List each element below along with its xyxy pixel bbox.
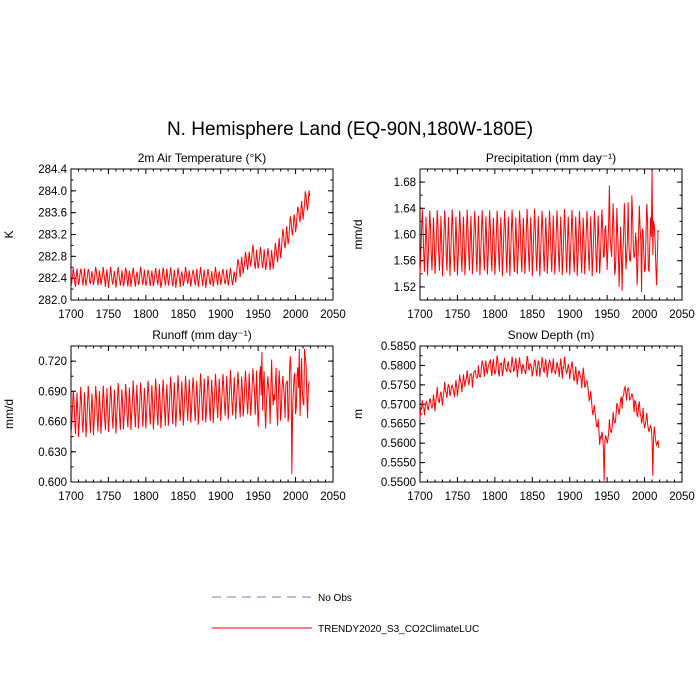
x-tick-label: 2000 xyxy=(632,491,658,503)
y-tick-label: 0.690 xyxy=(38,386,67,398)
y-axis-label: mm/d xyxy=(351,220,365,250)
y-tick-label: 0.720 xyxy=(38,356,67,368)
y-tick-label: 0.5800 xyxy=(381,360,416,372)
x-tick-label: 1950 xyxy=(245,309,271,321)
y-tick-label: 282.4 xyxy=(38,273,67,285)
x-tick-label: 1950 xyxy=(594,491,620,503)
x-tick-label: 1800 xyxy=(133,309,159,321)
x-tick-label: 1800 xyxy=(482,491,508,503)
x-tick-label: 2000 xyxy=(283,309,309,321)
y-tick-label: 284.0 xyxy=(38,186,67,198)
panels: 2m Air Temperature (°K) K 1700 1750 1800 1850… xyxy=(2,151,695,503)
x-tick-label: 1700 xyxy=(407,309,433,321)
y-tick-label: 0.600 xyxy=(38,477,67,489)
panel-runoff: Runoff (mm day⁻¹) mm/d 1700 1750 1800 1850 190… xyxy=(2,328,346,503)
y-tick-label: 0.5500 xyxy=(381,477,416,489)
y-tick-label: 1.68 xyxy=(394,177,416,189)
plot-frame xyxy=(70,345,334,483)
y-tick-label: 282.0 xyxy=(38,295,67,307)
x-tick-label: 1950 xyxy=(594,309,620,321)
series-line-precip xyxy=(419,170,660,293)
y-tick-label: 1.56 xyxy=(394,256,416,268)
x-tick-label: 1700 xyxy=(58,491,84,503)
x-tick-label: 2050 xyxy=(669,491,695,503)
panel-title: Snow Depth (m) xyxy=(508,328,595,342)
x-tick-label: 1700 xyxy=(58,309,84,321)
y-tick-label: 1.52 xyxy=(394,282,416,294)
x-tick-label: 1750 xyxy=(445,491,471,503)
y-tick-label: 0.5700 xyxy=(381,399,416,411)
x-tick-label: 1850 xyxy=(519,309,545,321)
x-tick-label: 1750 xyxy=(96,491,122,503)
panel-title: 2m Air Temperature (°K) xyxy=(138,151,267,165)
x-tick-label: 2050 xyxy=(320,309,346,321)
x-tick-label: 1850 xyxy=(519,491,545,503)
x-tick-label: 2000 xyxy=(632,309,658,321)
y-tick-label: 0.5550 xyxy=(381,458,416,470)
series-line-temp xyxy=(70,190,311,288)
y-tick-label: 0.630 xyxy=(38,447,67,459)
figure-title: N. Hemisphere Land (EQ-90N,180W-180E) xyxy=(167,119,533,140)
y-axis-label: K xyxy=(2,230,16,238)
x-tick-label: 2000 xyxy=(283,491,309,503)
series-line-runoff xyxy=(70,348,310,474)
legend-label-trendy: TRENDY2020_S3_CO2ClimateLUC xyxy=(318,624,479,635)
panel-temp: 2m Air Temperature (°K) K 1700 1750 1800 1850… xyxy=(2,151,346,321)
panel-snow: Snow Depth (m) m 1700 1750 1800 1850 1900 1950 2… xyxy=(351,328,695,503)
y-tick-label: 0.660 xyxy=(38,417,67,429)
x-tick-label: 1850 xyxy=(170,491,196,503)
y-tick-label: 283.2 xyxy=(38,230,67,242)
x-tick-label: 1900 xyxy=(557,309,583,321)
y-tick-label: 1.60 xyxy=(394,230,416,242)
legend: No Obs TRENDY2020_S3_CO2ClimateLUC xyxy=(212,593,479,635)
x-tick-label: 1900 xyxy=(557,491,583,503)
panel-title: Precipitation (mm day⁻¹) xyxy=(486,151,616,165)
series-line-snow xyxy=(419,355,660,481)
panel-precip: Precipitation (mm day⁻¹) mm/d 1700 1750 1800… xyxy=(351,151,695,321)
x-tick-label: 1700 xyxy=(407,491,433,503)
legend-label-no-obs: No Obs xyxy=(318,593,352,604)
y-axis-label: mm/d xyxy=(2,399,16,429)
y-tick-label: 1.64 xyxy=(394,203,417,215)
x-tick-label: 1750 xyxy=(96,309,122,321)
y-axis-label: m xyxy=(351,409,365,419)
y-tick-label: 284.4 xyxy=(38,164,67,176)
y-tick-label: 0.5850 xyxy=(381,341,416,353)
y-tick-label: 0.5600 xyxy=(381,438,416,450)
x-tick-label: 1950 xyxy=(245,491,271,503)
x-tick-label: 1900 xyxy=(208,309,234,321)
x-tick-label: 1850 xyxy=(170,309,196,321)
y-tick-label: 0.5750 xyxy=(381,380,416,392)
x-tick-label: 1800 xyxy=(482,309,508,321)
x-tick-label: 1750 xyxy=(445,309,471,321)
y-tick-label: 0.5650 xyxy=(381,419,416,431)
x-tick-label: 2050 xyxy=(320,491,346,503)
y-tick-label: 282.8 xyxy=(38,251,67,263)
y-tick-label: 283.6 xyxy=(38,208,67,220)
x-tick-label: 2050 xyxy=(669,309,695,321)
x-tick-label: 1900 xyxy=(208,491,234,503)
panel-title: Runoff (mm day⁻¹) xyxy=(152,328,251,342)
x-tick-label: 1800 xyxy=(133,491,159,503)
